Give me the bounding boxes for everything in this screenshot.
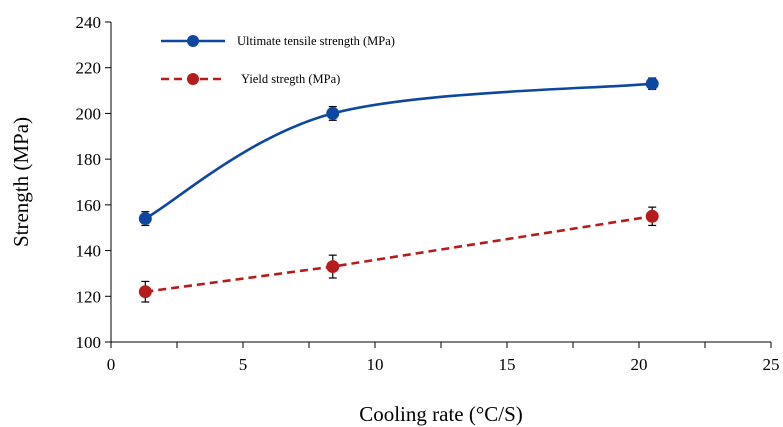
y-tick-label: 180	[76, 150, 102, 169]
x-tick-label: 25	[763, 355, 780, 374]
data-point	[326, 260, 340, 274]
series-2	[138, 206, 659, 303]
data-point	[645, 209, 659, 223]
legend-item-2: Yield stregth (MPa)	[161, 72, 340, 86]
x-tick-label: 20	[631, 355, 648, 374]
legend-marker	[187, 73, 199, 85]
series-layer	[138, 77, 659, 303]
y-tick-label: 120	[76, 287, 102, 306]
x-tick-label: 15	[499, 355, 516, 374]
axes: 100 120 140 160 180 200 220 240 0 5 10 15 20 25	[76, 13, 780, 374]
y-tick-label: 100	[76, 333, 102, 352]
y-tick-label: 200	[76, 104, 102, 123]
y-tick-label: 240	[76, 13, 102, 32]
legend-label: Ultimate tensile strength (MPa)	[237, 34, 395, 48]
legend: Ultimate tensile strength (MPa) Yield str…	[161, 34, 395, 86]
data-point	[326, 106, 340, 120]
x-tick-label: 5	[239, 355, 248, 374]
series-line	[144, 82, 653, 220]
data-point	[138, 285, 152, 299]
data-point	[645, 77, 659, 91]
series-line	[145, 215, 653, 294]
legend-item-1: Ultimate tensile strength (MPa)	[161, 34, 395, 48]
x-tick-label: 10	[367, 355, 384, 374]
legend-marker	[187, 35, 199, 47]
x-axis-title: Cooling rate (°C/S)	[359, 402, 523, 426]
y-tick-label: 160	[76, 196, 102, 215]
legend-label: Yield stregth (MPa)	[241, 72, 340, 86]
y-tick-label: 220	[76, 59, 102, 78]
y-axis-title: Strength (MPa)	[9, 117, 33, 247]
y-tick-label: 140	[76, 242, 102, 261]
x-tick-label: 0	[107, 355, 116, 374]
data-point	[138, 212, 152, 226]
series-1	[138, 77, 659, 227]
